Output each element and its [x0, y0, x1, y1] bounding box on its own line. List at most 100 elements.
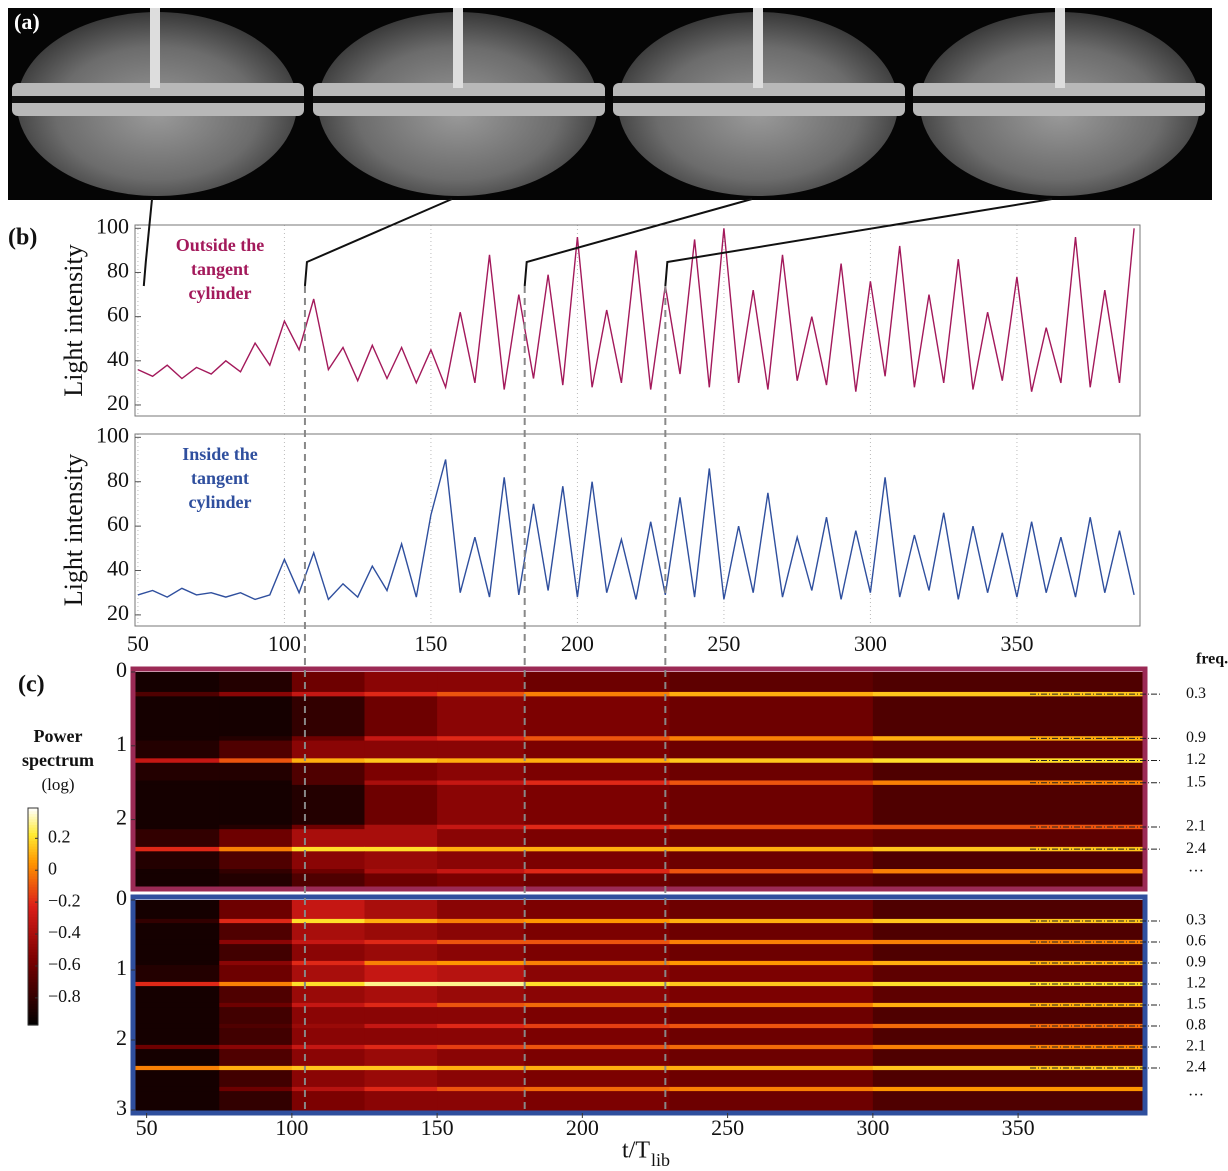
- freq-label: 0.9: [1186, 954, 1206, 971]
- heatmap-cell: [524, 851, 671, 870]
- heatmap-cell: [291, 1044, 365, 1050]
- heatmap-cell: [437, 1002, 525, 1008]
- heatmap-cell: [872, 923, 1144, 941]
- heatmap-cell: [524, 900, 671, 920]
- heatmap-cell: [364, 981, 438, 987]
- colorbar-swatch: [28, 957, 38, 961]
- x-tick-label: 100: [275, 1115, 308, 1140]
- heatmap-cell: [524, 1086, 671, 1092]
- colorbar-swatch: [28, 886, 38, 890]
- colorbar-swatch: [28, 954, 38, 958]
- heatmap-cell: [669, 824, 874, 830]
- colorbar-tick-label: −0.6: [48, 954, 81, 974]
- colorbar-swatch: [28, 946, 38, 950]
- x-tick-label: 150: [421, 1115, 454, 1140]
- colorbar-swatch: [28, 859, 38, 863]
- heatmap-cell: [669, 923, 874, 941]
- colorbar-swatch: [28, 821, 38, 825]
- colorbar-swatch: [28, 854, 38, 858]
- colorbar-swatch: [28, 892, 38, 896]
- heatmap-cell: [437, 846, 525, 852]
- heatmap-cell: [669, 981, 874, 987]
- heatmap-cell: [135, 960, 220, 966]
- heatmap-cell: [437, 758, 525, 764]
- colorbar-swatch: [28, 932, 38, 937]
- colorbar-swatch: [28, 867, 38, 871]
- heatmap-cell: [219, 1065, 293, 1071]
- heatmap-cell: [219, 1086, 293, 1092]
- heatmap-cell: [872, 824, 1144, 830]
- freq-label: 0.9: [1186, 729, 1206, 746]
- heatmap-cell: [524, 758, 671, 764]
- colorbar-swatch: [28, 889, 38, 893]
- colorbar-swatch: [28, 943, 38, 947]
- heatmap-cell: [669, 960, 874, 966]
- colorbar-swatch: [28, 968, 38, 972]
- heatmap-cell: [219, 784, 293, 826]
- heatmap-cell: [872, 829, 1144, 848]
- colorbar-swatch: [28, 878, 38, 882]
- heatmap-cell: [669, 762, 874, 781]
- heatmap-cell: [669, 1049, 874, 1067]
- freq-label: 0.8: [1186, 1017, 1206, 1034]
- freq-header: freq.: [1196, 651, 1228, 668]
- photo: [913, 8, 1205, 196]
- freq-label: 1.5: [1186, 773, 1206, 790]
- heatmap-cell: [524, 1007, 671, 1025]
- heatmap-cell: [872, 1049, 1144, 1067]
- heatmap-cell: [669, 1007, 874, 1025]
- annotation: Outside the: [176, 235, 265, 255]
- heatmap-cell: [524, 1049, 671, 1067]
- heatmap-cell: [135, 965, 220, 983]
- colorbar-swatch: [28, 978, 38, 983]
- colorbar-swatch: [28, 997, 38, 1002]
- heatmap-cell: [291, 918, 365, 924]
- heatmap-cell: [364, 944, 438, 962]
- heatmap-cell: [291, 784, 365, 826]
- colorbar-tick-label: 0: [48, 858, 57, 878]
- colorbar-swatch: [28, 818, 38, 823]
- colorbar-swatch: [28, 962, 38, 966]
- heatmap-cell: [524, 1002, 671, 1008]
- colorbar-swatch: [28, 992, 38, 996]
- heatmap-cell: [291, 846, 365, 852]
- heatmap-cell: [219, 873, 293, 887]
- heatmap-cell: [524, 918, 671, 924]
- heatmap-cell: [219, 1007, 293, 1025]
- heatmap-cell: [669, 1002, 874, 1008]
- x-tick-label: 300: [854, 631, 887, 656]
- heatmap-cell: [364, 1028, 438, 1046]
- heatmap-cell: [872, 986, 1144, 1004]
- colorbar-swatch: [28, 938, 38, 942]
- colorbar-swatch: [28, 870, 38, 874]
- colorbar-swatch: [28, 1016, 38, 1021]
- heatmap-cell: [524, 691, 671, 697]
- heatmap-cell: [669, 944, 874, 962]
- heatmap-cell: [364, 965, 438, 983]
- y-tick-label: 0: [116, 885, 127, 910]
- colorbar-swatch: [28, 856, 38, 861]
- colorbar-swatch: [28, 989, 38, 994]
- heatmap-cell: [524, 696, 671, 737]
- colorbar-tick-label: −0.8: [48, 986, 81, 1006]
- heatmap-cell: [219, 900, 293, 920]
- heatmap-cell: [219, 944, 293, 962]
- heatmap-cell: [219, 780, 293, 786]
- heatmap-cell: [669, 965, 874, 983]
- heatmap-cell: [872, 873, 1144, 887]
- heatmap-cell: [437, 960, 525, 966]
- photo: [613, 8, 905, 196]
- heatmap-cell: [219, 960, 293, 966]
- heatmap-cell: [524, 869, 671, 874]
- colorbar-swatch: [28, 816, 38, 820]
- heatmap-cell: [291, 1049, 365, 1067]
- heatmap-cell: [524, 846, 671, 852]
- heatmap-cell: [872, 869, 1144, 874]
- colorbar-frame: [27, 807, 39, 1026]
- y-axis-label: Light intensity: [59, 454, 88, 606]
- heatmap-cell: [669, 986, 874, 1004]
- heatmap-cell: [669, 784, 874, 826]
- heatmap-cell: [669, 740, 874, 759]
- colorbar-swatch: [28, 1019, 38, 1023]
